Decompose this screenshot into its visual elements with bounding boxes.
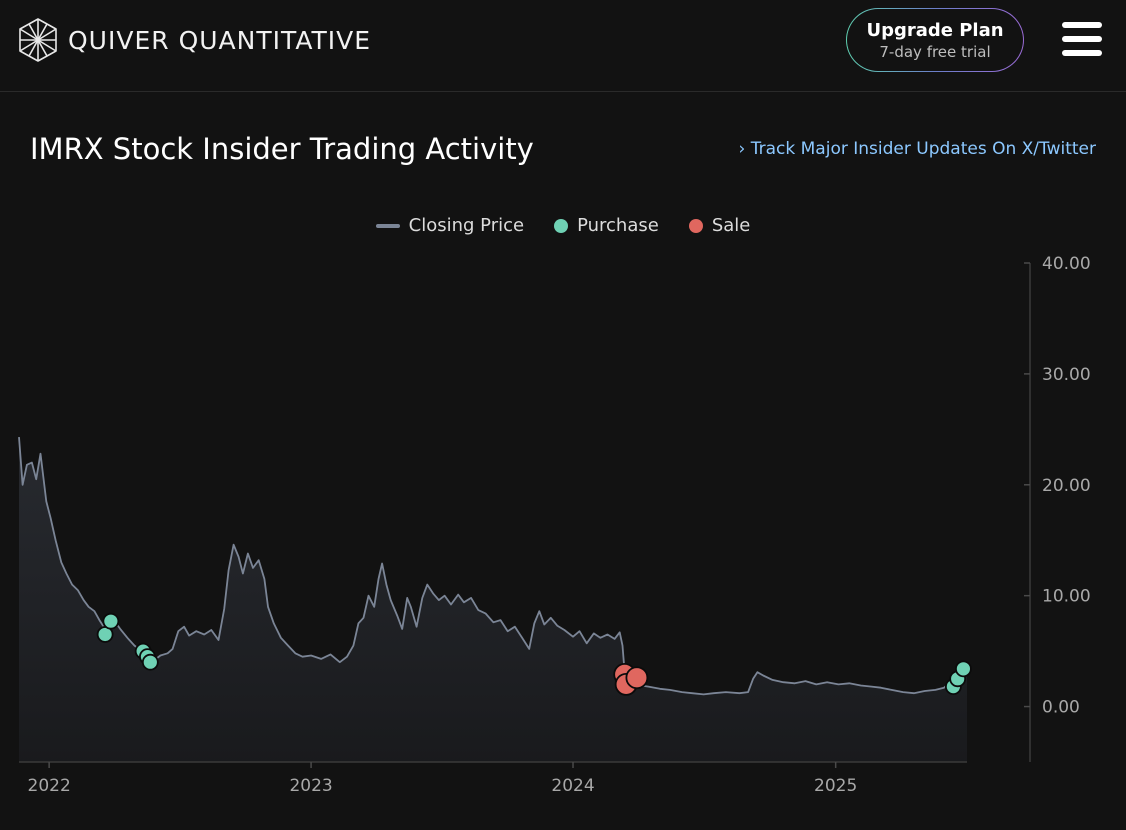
x-tick-label: 2025 <box>814 776 857 796</box>
legend-purchase-label: Purchase <box>577 215 659 236</box>
x-tick-label: 2022 <box>28 776 71 796</box>
upgrade-plan-subtitle: 7-day free trial <box>879 42 991 61</box>
chart-legend: Closing Price Purchase Sale <box>0 215 1126 236</box>
brand-name: QUIVER QUANTITATIVE <box>68 25 372 55</box>
page-title: IMRX Stock Insider Trading Activity <box>30 132 534 166</box>
upgrade-plan-title: Upgrade Plan <box>866 19 1004 41</box>
track-insider-link-text: Track Major Insider Updates On X/Twitter <box>750 139 1096 159</box>
legend-purchase[interactable]: Purchase <box>554 215 659 236</box>
cube-lattice-icon <box>19 18 57 62</box>
y-tick-label: 40.00 <box>1042 254 1091 274</box>
top-header: QUIVER QUANTITATIVE Upgrade Plan 7-day f… <box>0 0 1126 92</box>
chevron-right-icon: › <box>738 139 751 159</box>
x-tick-label: 2024 <box>551 776 594 796</box>
track-insider-link[interactable]: › Track Major Insider Updates On X/Twitt… <box>739 139 1096 159</box>
purchase-marker[interactable] <box>955 660 972 678</box>
legend-closing-price[interactable]: Closing Price <box>375 215 525 236</box>
legend-closing-price-label: Closing Price <box>408 215 525 236</box>
legend-sale-label: Sale <box>711 215 751 236</box>
legend-sale-swatch <box>688 218 703 233</box>
y-tick-label: 30.00 <box>1042 365 1091 385</box>
y-tick-label: 0.00 <box>1042 698 1080 718</box>
x-tick-label: 2023 <box>289 776 332 796</box>
purchase-marker[interactable] <box>141 653 159 671</box>
legend-sale[interactable]: Sale <box>688 215 751 236</box>
upgrade-plan-button[interactable]: Upgrade Plan 7-day free trial <box>846 8 1024 72</box>
y-tick-label: 10.00 <box>1042 587 1091 607</box>
hamburger-menu-icon[interactable] <box>1062 20 1102 58</box>
purchase-marker[interactable] <box>102 612 120 630</box>
y-tick-label: 20.00 <box>1042 476 1091 496</box>
legend-line-swatch <box>375 223 400 228</box>
sale-marker[interactable] <box>625 666 649 690</box>
legend-purchase-swatch <box>554 218 569 233</box>
brand-logo[interactable]: QUIVER QUANTITATIVE <box>16 17 371 63</box>
price-area <box>19 437 967 762</box>
